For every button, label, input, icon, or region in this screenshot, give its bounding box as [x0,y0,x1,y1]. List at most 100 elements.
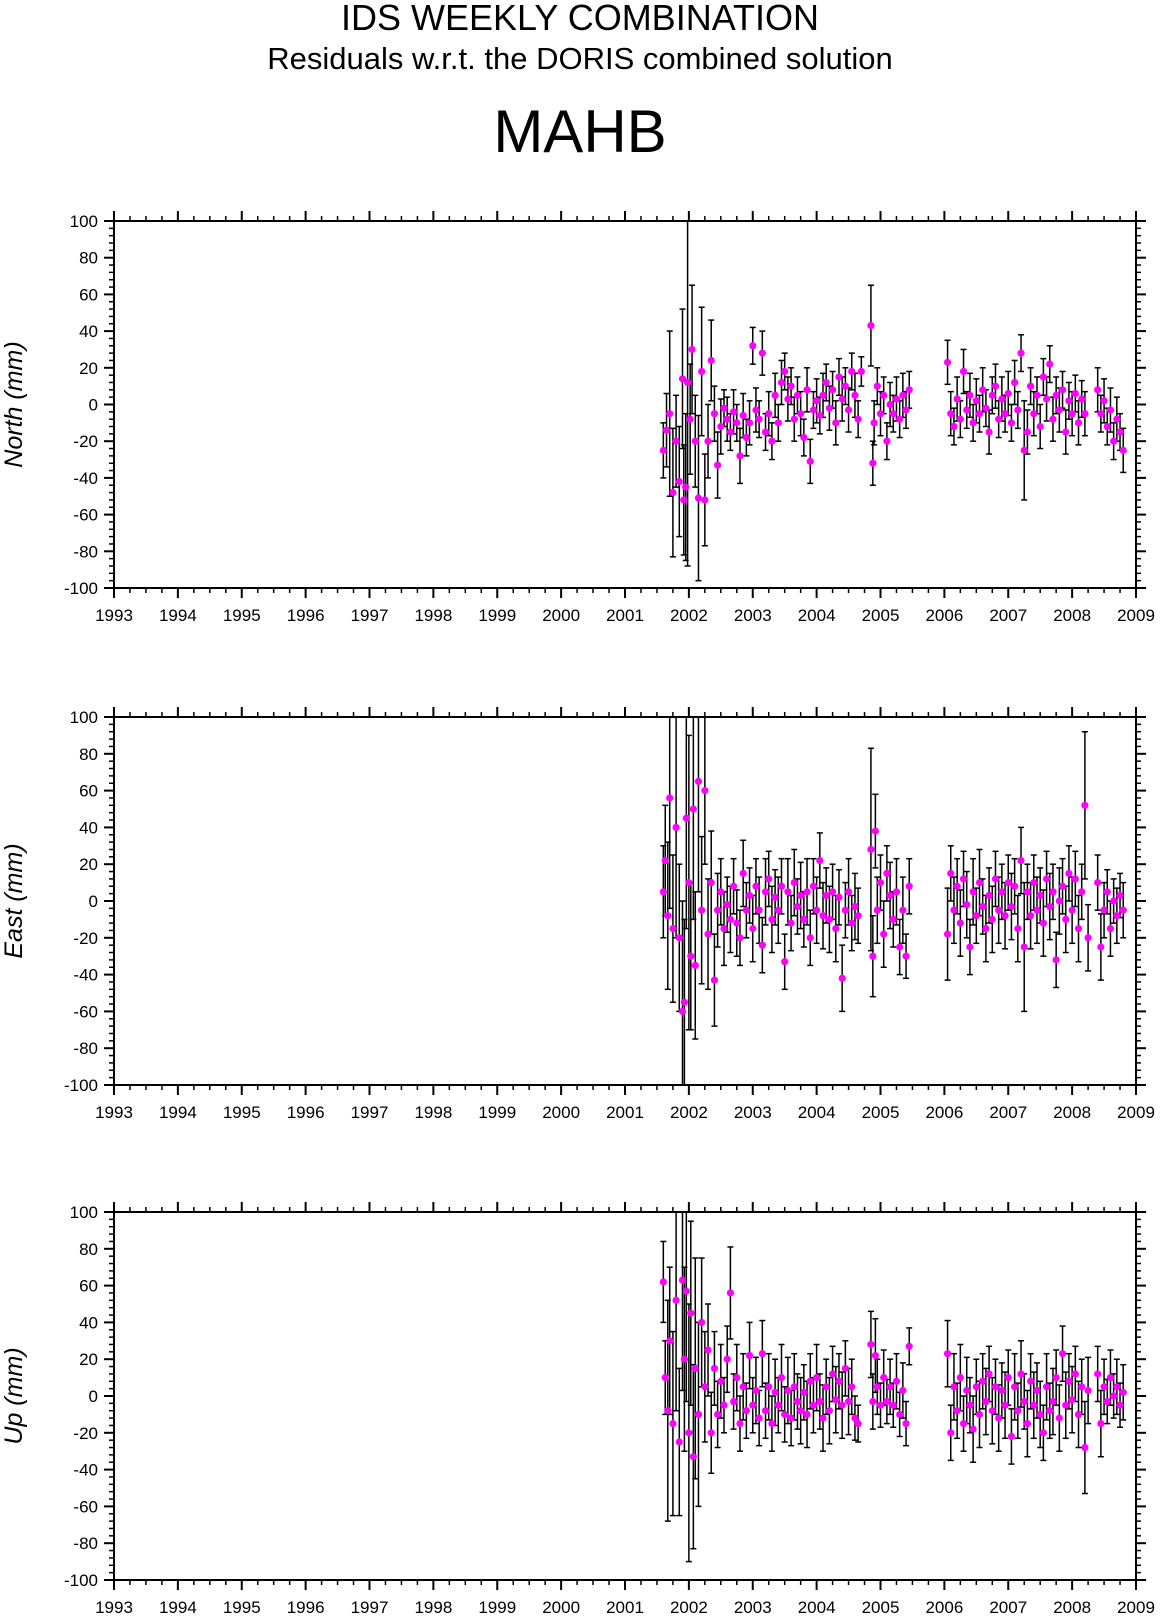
data-point [869,952,877,960]
data-point [902,1420,910,1428]
data-point [1017,1370,1025,1378]
data-point [1100,397,1108,405]
data-point [902,406,910,414]
data-point [1027,1377,1035,1385]
data-point [790,415,798,423]
x-tick-label: 1999 [478,1103,516,1122]
y-tick-label: -40 [73,1461,98,1480]
data-point [659,888,667,896]
data-point [1078,888,1086,896]
data-point [943,930,952,938]
data-point [825,1407,834,1415]
data-point [956,1374,964,1382]
data-point [1033,906,1041,914]
data-point [694,494,703,502]
data-point [1058,386,1067,394]
data-point [694,1410,703,1418]
data-point [985,428,993,436]
x-tick-label: 1995 [223,1103,261,1122]
data-point [1100,906,1108,914]
data-point [1103,1397,1111,1406]
data-point [726,915,734,924]
data-point [672,1296,680,1304]
data-point [889,915,897,924]
data-point [953,395,961,403]
data-point [768,1420,776,1428]
data-point [975,1410,984,1418]
data-point [669,1420,677,1428]
data-point [675,1438,683,1446]
y-tick-label: 20 [79,1350,98,1369]
x-tick-label: 2007 [989,1103,1027,1122]
data-point [1004,389,1012,398]
data-point [800,1388,808,1396]
y-axis-label: North (mm) [0,341,28,467]
data-point [959,367,968,376]
data-point [800,433,808,442]
data-point [781,1410,789,1418]
y-tick-label: -20 [73,432,98,451]
data-point [733,419,741,427]
data-point [784,1386,792,1395]
data-point [883,869,891,878]
data-point [664,912,672,920]
y-tick-label: 0 [89,396,98,415]
data-point [752,882,760,890]
data-point [717,1377,725,1385]
data-point [892,888,901,896]
data-point [672,823,680,832]
y-tick-label: -40 [73,966,98,985]
data-point [943,1350,952,1358]
data-point [758,941,766,949]
data-point [686,415,694,423]
data-point [689,805,697,813]
data-point [742,433,750,442]
data-point [1078,395,1086,403]
x-tick-label: 2007 [989,606,1027,625]
data-point [956,415,964,423]
x-tick-label: 2004 [798,1103,836,1122]
data-point [691,961,699,970]
data-point [816,411,824,420]
data-point [790,1383,798,1391]
data-point [873,382,881,390]
data-point [1106,1374,1115,1382]
data-point [768,437,776,445]
y-tick-label: 40 [79,322,98,341]
data-point [771,893,779,901]
chart-subtitle: Residuals w.r.t. the DORIS combined solu… [267,41,893,76]
x-tick-label: 1996 [287,1598,325,1617]
data-point [979,386,987,394]
data-point [793,1397,802,1406]
data-point [675,477,683,486]
x-tick-label: 2001 [606,1598,644,1617]
data-point [710,410,719,418]
data-point [1001,1401,1009,1409]
x-tick-label: 2005 [862,606,900,625]
y-axis-label: East (mm) [0,843,28,958]
x-tick-label: 1994 [159,1598,197,1617]
data-point [1055,406,1063,414]
data-point [774,1401,782,1409]
x-tick-label: 1993 [95,1598,133,1617]
x-tick-label: 1998 [414,1103,452,1122]
data-point [1094,1370,1102,1378]
data-point [982,1397,990,1406]
y-tick-label: -20 [73,929,98,948]
data-point [745,891,754,900]
data-point [1042,395,1051,403]
x-tick-label: 2008 [1053,1103,1091,1122]
data-point [758,1350,766,1358]
data-point [844,888,853,896]
data-point [1001,912,1009,920]
data-point [975,879,984,887]
y-tick-label: 60 [79,782,98,801]
data-point [813,1374,821,1382]
data-point [985,1370,993,1378]
y-tick-label: 0 [89,892,98,911]
data-point [1033,1386,1041,1395]
data-point [1052,1374,1060,1382]
data-point [1036,1410,1044,1418]
data-point [1116,891,1124,900]
data-point [787,1414,795,1422]
